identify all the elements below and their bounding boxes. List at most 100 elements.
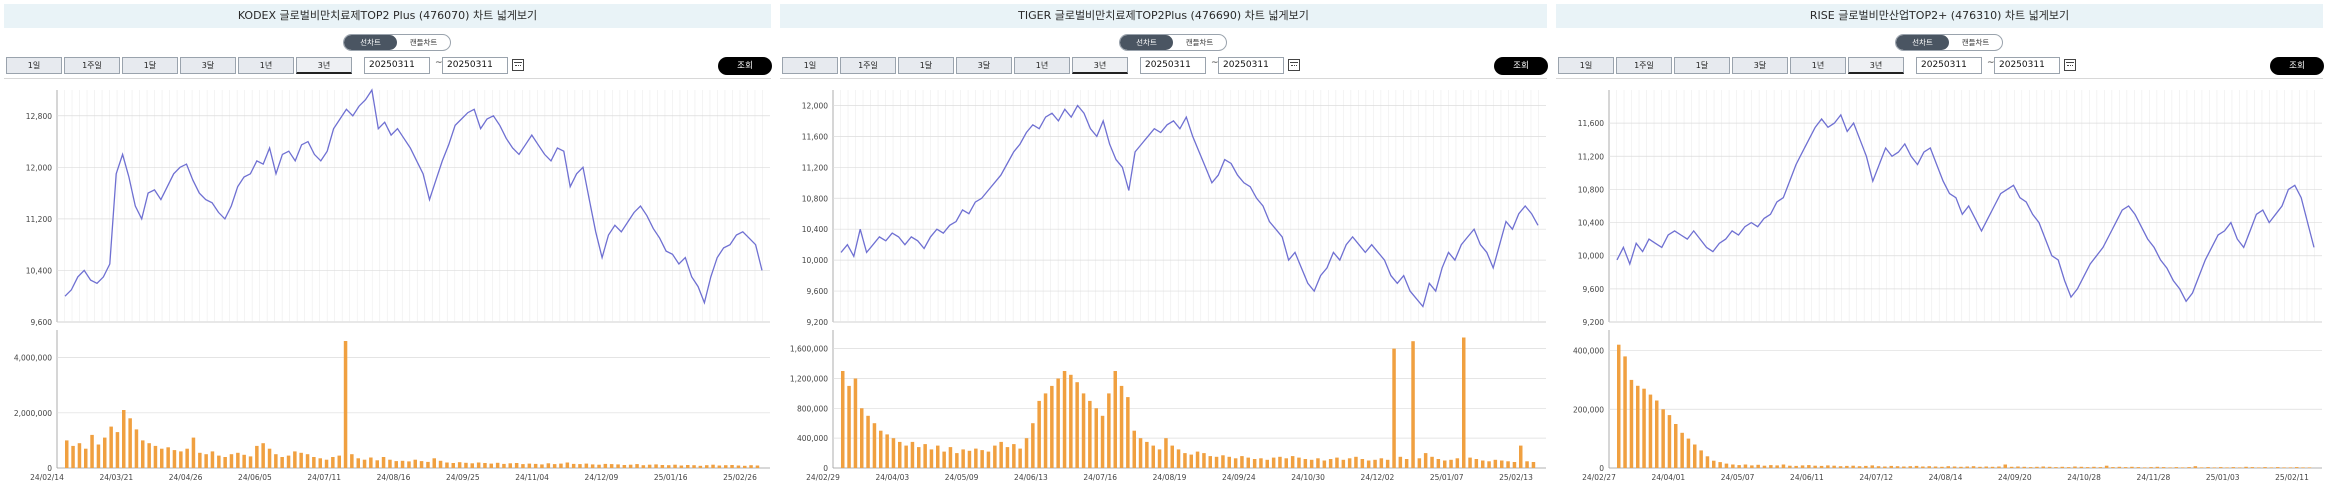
volume-bar bbox=[1674, 424, 1678, 468]
period-button-5[interactable]: 3년 bbox=[296, 57, 352, 74]
volume-bar bbox=[1297, 457, 1301, 468]
chart-type-toggle[interactable]: 선차트 캔들차트 bbox=[1119, 34, 1227, 51]
volume-bar bbox=[860, 408, 864, 468]
volume-bar bbox=[2085, 467, 2090, 468]
x-tick-label: 24/03/21 bbox=[99, 473, 133, 482]
period-button-0[interactable]: 1일 bbox=[1558, 57, 1614, 74]
calendar-icon[interactable] bbox=[512, 59, 524, 71]
volume-y-tick-label: 4,000,000 bbox=[14, 354, 52, 363]
period-button-5[interactable]: 3년 bbox=[1072, 57, 1128, 74]
volume-bar bbox=[381, 457, 386, 468]
volume-bar bbox=[318, 458, 322, 468]
x-tick-label: 24/02/14 bbox=[30, 473, 64, 482]
search-button[interactable]: 조회 bbox=[2270, 57, 2324, 75]
chart-type-toggle[interactable]: 선차트 캔들차트 bbox=[343, 34, 451, 51]
x-tick-label: 24/07/11 bbox=[307, 473, 341, 482]
period-button-4[interactable]: 1년 bbox=[1014, 57, 1070, 74]
volume-bar bbox=[2047, 466, 2052, 468]
volume-bar bbox=[1335, 457, 1339, 468]
volume-bar bbox=[1265, 459, 1269, 468]
volume-bar bbox=[527, 463, 532, 468]
price-y-tick-label: 9,600 bbox=[31, 318, 53, 327]
volume-bar bbox=[1908, 466, 1912, 468]
volume-bar bbox=[1971, 466, 1976, 468]
volume-bar bbox=[898, 441, 902, 468]
toggle-line-chart[interactable]: 선차트 bbox=[1120, 35, 1173, 50]
volume-bar bbox=[1145, 441, 1149, 468]
volume-bar bbox=[590, 464, 595, 468]
toggle-candle-chart[interactable]: 캔들차트 bbox=[1961, 38, 1990, 47]
volume-bar bbox=[654, 464, 658, 468]
volume-bar bbox=[1864, 465, 1868, 468]
volume-bar bbox=[96, 444, 101, 468]
chart-panel-tiger: TIGER 글로벌비만치료제TOP2Plus (476690) 차트 넓게보기 선… bbox=[776, 0, 1551, 490]
period-button-4[interactable]: 1년 bbox=[238, 57, 294, 74]
volume-bar bbox=[730, 465, 734, 468]
volume-bar bbox=[1094, 408, 1098, 468]
period-button-1[interactable]: 1주일 bbox=[840, 57, 896, 74]
volume-bar bbox=[1493, 459, 1498, 468]
volume-bar bbox=[1914, 465, 1919, 468]
period-button-1[interactable]: 1주일 bbox=[64, 57, 120, 74]
volume-bar bbox=[1050, 385, 1054, 468]
period-button-3[interactable]: 3달 bbox=[1732, 57, 1788, 74]
volume-bar bbox=[679, 465, 684, 468]
price-y-tick-label: 12,000 bbox=[802, 101, 828, 110]
volume-bar bbox=[1762, 465, 1767, 468]
volume-bar bbox=[891, 438, 896, 468]
volume-bar bbox=[1138, 438, 1143, 468]
end-date-input[interactable]: 20250311 bbox=[442, 57, 508, 74]
period-button-5[interactable]: 3년 bbox=[1848, 57, 1904, 74]
chart-type-toggle[interactable]: 선차트 캔들차트 bbox=[1895, 34, 2003, 51]
x-tick-label: 24/06/11 bbox=[1790, 473, 1824, 482]
x-tick-label: 24/04/03 bbox=[875, 473, 909, 482]
x-tick-label: 24/09/25 bbox=[446, 473, 480, 482]
end-date-input[interactable]: 20250311 bbox=[1218, 57, 1284, 74]
volume-bar bbox=[1303, 459, 1308, 468]
period-button-0[interactable]: 1일 bbox=[782, 57, 838, 74]
search-button[interactable]: 조회 bbox=[1494, 57, 1548, 75]
volume-y-tick-label: 400,000 bbox=[1573, 347, 1604, 356]
volume-bar bbox=[1756, 464, 1760, 468]
volume-bar bbox=[407, 461, 411, 468]
x-tick-label: 24/02/27 bbox=[1582, 473, 1616, 482]
volume-bar bbox=[324, 459, 329, 468]
toggle-candle-chart[interactable]: 캔들차트 bbox=[409, 38, 438, 47]
toggle-candle-chart[interactable]: 캔들차트 bbox=[1185, 38, 1214, 47]
volume-bar bbox=[986, 451, 991, 468]
volume-bar bbox=[1259, 458, 1263, 468]
volume-bar bbox=[1468, 457, 1472, 468]
toggle-line-chart[interactable]: 선차트 bbox=[344, 35, 397, 50]
calendar-icon[interactable] bbox=[1288, 59, 1300, 71]
period-button-2[interactable]: 1달 bbox=[122, 57, 178, 74]
volume-bar bbox=[109, 426, 113, 468]
end-date-input[interactable]: 20250311 bbox=[1994, 57, 2060, 74]
toggle-line-chart[interactable]: 선차트 bbox=[1896, 35, 1949, 50]
volume-bar bbox=[2142, 467, 2147, 468]
volume-bar bbox=[1100, 415, 1105, 468]
period-button-0[interactable]: 1일 bbox=[6, 57, 62, 74]
volume-bar bbox=[261, 443, 265, 468]
start-date-input[interactable]: 20250311 bbox=[1916, 57, 1982, 74]
period-button-1[interactable]: 1주일 bbox=[1616, 57, 1672, 74]
volume-bar bbox=[1252, 459, 1257, 468]
period-button-2[interactable]: 1달 bbox=[1674, 57, 1730, 74]
volume-bar bbox=[540, 464, 544, 468]
period-button-3[interactable]: 3달 bbox=[180, 57, 236, 74]
period-button-3[interactable]: 3달 bbox=[956, 57, 1012, 74]
period-button-4[interactable]: 1년 bbox=[1790, 57, 1846, 74]
volume-bar bbox=[1699, 450, 1703, 468]
x-tick-label: 24/05/09 bbox=[945, 473, 979, 482]
volume-bar bbox=[1151, 445, 1155, 468]
search-button[interactable]: 조회 bbox=[718, 57, 772, 75]
start-date-input[interactable]: 20250311 bbox=[364, 57, 430, 74]
volume-bar bbox=[1794, 465, 1798, 468]
calendar-icon[interactable] bbox=[2064, 59, 2076, 71]
volume-bar bbox=[1043, 393, 1048, 468]
panel-title: RISE 글로벌비만산업TOP2+ (476310) 차트 넓게보기 bbox=[1556, 4, 2323, 28]
period-button-2[interactable]: 1달 bbox=[898, 57, 954, 74]
start-date-input[interactable]: 20250311 bbox=[1140, 57, 1206, 74]
volume-y-tick-label: 2,000,000 bbox=[14, 409, 52, 418]
x-tick-label: 24/08/19 bbox=[1153, 473, 1187, 482]
toolbar-divider bbox=[780, 78, 1547, 79]
